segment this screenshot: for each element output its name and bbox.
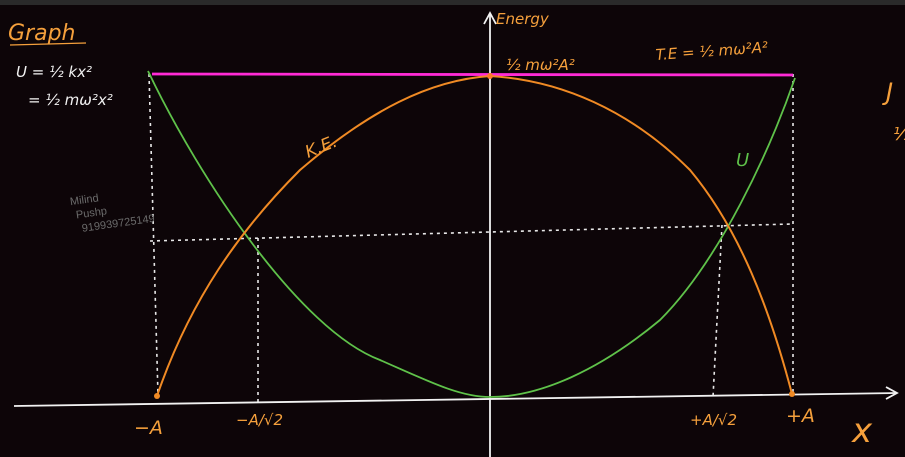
- ke-peak-point: [487, 73, 493, 79]
- heading-underline: [9, 42, 87, 46]
- guide-intersection-level: [149, 223, 793, 242]
- potential-energy-curve: [147, 70, 796, 398]
- tick-plus-A-root2: +A/√2: [690, 411, 737, 429]
- watermark: Milind Pushp 919939725149: [69, 192, 155, 234]
- guide-left-A: [148, 73, 159, 396]
- y-axis-arrow: [483, 11, 497, 25]
- total-energy-label: T.E = ½ mω²A²: [655, 38, 768, 64]
- heading-text: Graph: [8, 21, 75, 46]
- u-curve-label: U: [736, 150, 749, 171]
- edge-fragment-mid: ½: [893, 124, 905, 145]
- formula-line1: U = ½ kx²: [16, 63, 92, 81]
- tick-minus-A: −A: [134, 417, 163, 439]
- top-strip: [0, 0, 905, 5]
- guide-right-root2: [712, 224, 723, 398]
- guide-lines: [148, 73, 794, 402]
- edge-fragment-top: J: [882, 78, 893, 106]
- tick-plus-A: +A: [786, 405, 815, 427]
- watermark-line2: Pushp: [75, 205, 108, 221]
- ke-curve-label: K.E.: [302, 132, 340, 163]
- ke-point-left: [154, 393, 160, 399]
- formula-line2: = ½ mω²x²: [28, 91, 113, 109]
- tick-minus-A-root2: −A/√2: [236, 411, 283, 429]
- total-energy-line: [151, 72, 794, 77]
- kinetic-energy-curve: [156, 74, 793, 397]
- y-axis-label: Energy: [496, 10, 550, 28]
- watermark-line1: Milind: [69, 192, 99, 208]
- x-axis: [13, 392, 897, 407]
- axes: [13, 11, 899, 457]
- top-value-label: ½ mω²A²: [506, 56, 575, 74]
- x-axis-arrow: [885, 386, 899, 400]
- ke-point-right: [789, 391, 795, 397]
- x-axis-label: x: [851, 411, 873, 451]
